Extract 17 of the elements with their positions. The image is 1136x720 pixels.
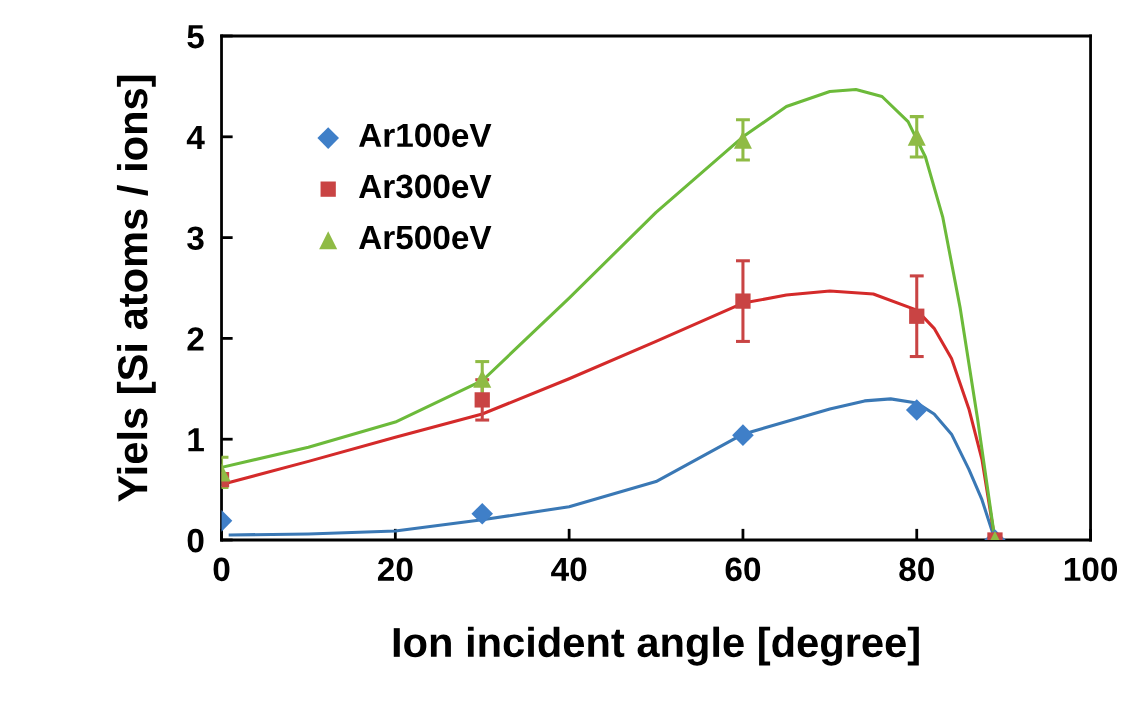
legend-label: Ar500eV [359, 225, 492, 250]
y-axis-title: Yiels [Si atoms / ions] [116, 75, 156, 502]
x-tick-label: 20 [377, 557, 413, 582]
y-tick-label: 1 [188, 428, 204, 452]
x-axis-title: Ion incident angle [degree] [393, 626, 919, 666]
x-tick-label: 0 [213, 557, 230, 582]
y-tick-label: 4 [186, 125, 205, 149]
x-tick-label: 80 [899, 557, 934, 582]
x-tick-label: 100 [1064, 557, 1117, 582]
y-tick-label: 2 [187, 327, 204, 351]
y-tick-label: 0 [187, 528, 204, 553]
y-tick-label: 5 [187, 25, 204, 49]
x-tick-label: 60 [725, 557, 761, 582]
y-tick-label: 3 [187, 226, 204, 251]
x-tick-label: 40 [551, 557, 587, 582]
legend-label: Ar100eV [359, 123, 492, 148]
legend-label: Ar300eV [359, 174, 492, 199]
